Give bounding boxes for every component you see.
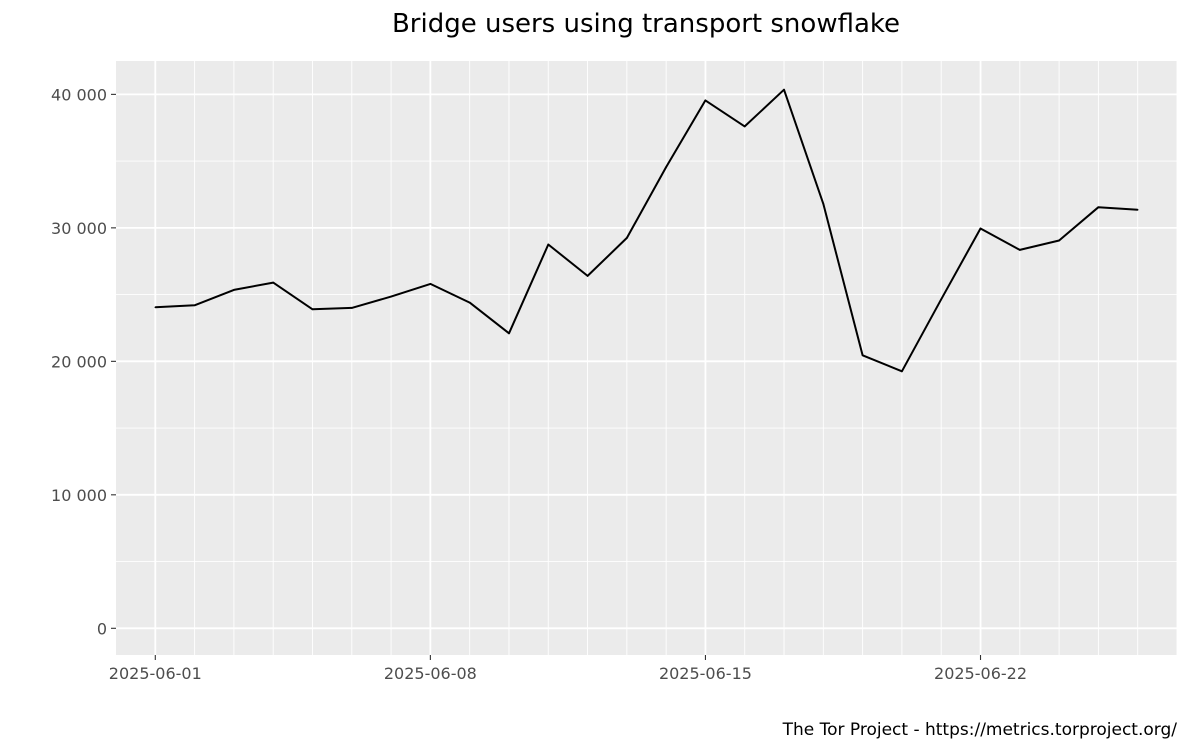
data-point bbox=[1058, 239, 1060, 242]
x-tick-label: 2025-06-22 bbox=[934, 664, 1027, 683]
y-tick-label: 0 bbox=[97, 619, 107, 638]
data-point bbox=[390, 295, 392, 298]
data-point bbox=[272, 281, 275, 284]
data-point bbox=[233, 289, 235, 291]
x-tick-label: 2025-06-15 bbox=[659, 664, 752, 683]
y-tick-label: 20 000 bbox=[51, 352, 107, 371]
data-point bbox=[901, 370, 903, 373]
data-point bbox=[940, 298, 942, 301]
data-point bbox=[743, 125, 746, 128]
data-point bbox=[429, 283, 432, 285]
major-grid bbox=[116, 61, 1177, 655]
x-tick-label: 2025-06-08 bbox=[384, 664, 477, 683]
x-axis: 2025-06-01 2025-06-08 2025-06-15 2025-06-22 bbox=[109, 655, 1027, 683]
data-point bbox=[822, 203, 825, 205]
y-tick-label: 30 000 bbox=[51, 219, 107, 238]
minor-grid bbox=[116, 61, 1178, 655]
chart-caption: The Tor Project - https://metrics.torpro… bbox=[782, 720, 1178, 740]
series-line bbox=[155, 88, 1138, 373]
data-point bbox=[351, 307, 353, 309]
plot-panel bbox=[116, 61, 1177, 655]
data-point bbox=[783, 88, 785, 91]
data-point bbox=[547, 243, 550, 246]
data-point bbox=[1097, 206, 1100, 208]
data-point bbox=[508, 332, 510, 335]
x-tick-label: 2025-06-01 bbox=[109, 664, 202, 683]
data-point bbox=[1136, 209, 1139, 211]
data-point bbox=[979, 227, 982, 230]
data-point bbox=[1019, 249, 1021, 251]
data-point bbox=[626, 237, 628, 239]
series-layer bbox=[154, 88, 1139, 373]
data-point bbox=[154, 306, 157, 309]
data-point bbox=[861, 354, 864, 357]
chart-title: Bridge users using transport snowflake bbox=[392, 9, 900, 39]
data-point bbox=[311, 308, 314, 311]
data-point bbox=[665, 166, 667, 168]
data-point bbox=[468, 301, 471, 304]
y-tick-label: 40 000 bbox=[51, 85, 107, 104]
y-tick-label: 10 000 bbox=[51, 486, 107, 505]
data-point bbox=[193, 304, 196, 307]
data-point bbox=[586, 275, 589, 277]
data-point bbox=[704, 99, 707, 102]
y-axis: 0 10 000 20 000 30 000 40 000 bbox=[51, 85, 116, 638]
